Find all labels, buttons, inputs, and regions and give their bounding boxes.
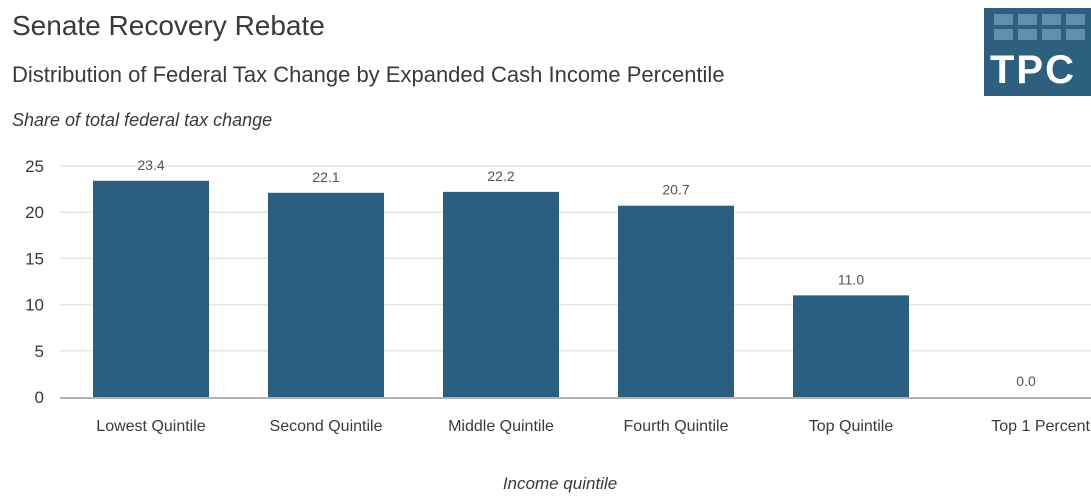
x-tick-label: Top Quintile xyxy=(809,418,894,435)
data-label: 22.1 xyxy=(312,169,339,185)
y-axis-label: Share of total federal tax change xyxy=(12,110,273,130)
logo-text: TPC xyxy=(990,48,1076,92)
data-label: 0.0 xyxy=(1016,373,1036,389)
data-label: 20.7 xyxy=(662,182,689,198)
data-label: 22.2 xyxy=(487,168,514,184)
y-ticks: 0 5 10 15 20 25 xyxy=(25,157,44,407)
tpc-logo: TPC xyxy=(984,8,1091,96)
bar xyxy=(618,205,734,397)
y-tick-label: 5 xyxy=(35,342,44,361)
chart-subtitle: Distribution of Federal Tax Change by Ex… xyxy=(12,62,725,87)
bars xyxy=(93,180,909,397)
x-tick-label: Fourth Quintile xyxy=(624,418,729,435)
logo-grid-icon xyxy=(994,14,1091,54)
y-tick-label: 25 xyxy=(25,157,44,176)
x-axis-label: Income quintile xyxy=(503,474,617,493)
x-tick-label: Lowest Quintile xyxy=(96,418,205,435)
y-tick-label: 15 xyxy=(25,249,44,268)
x-tick-labels: Lowest Quintile Second Quintile Middle Qui… xyxy=(96,418,1090,435)
bar xyxy=(93,180,209,397)
bar xyxy=(443,191,559,397)
data-label: 11.0 xyxy=(838,271,864,287)
x-tick-label: Top 1 Percent xyxy=(991,418,1090,435)
x-tick-label: Middle Quintile xyxy=(448,418,554,435)
gridlines xyxy=(60,165,1091,352)
x-tick-label: Second Quintile xyxy=(270,418,383,435)
data-labels: 23.4 22.1 22.2 20.7 11.0 0.0 xyxy=(137,157,1036,389)
y-tick-label: 10 xyxy=(25,296,44,315)
y-tick-label: 20 xyxy=(25,203,44,222)
bar xyxy=(268,192,384,397)
bar xyxy=(793,295,909,397)
chart-title: Senate Recovery Rebate xyxy=(12,10,325,41)
data-label: 23.4 xyxy=(137,157,164,173)
y-tick-label: 0 xyxy=(35,388,44,407)
